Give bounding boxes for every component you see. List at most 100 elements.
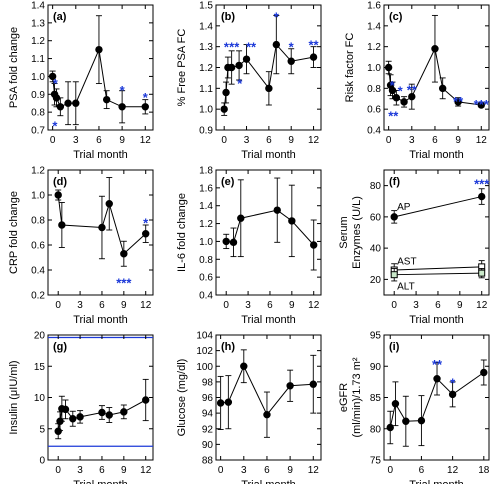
data-point — [235, 61, 243, 70]
x-tick-label: 12 — [447, 465, 459, 476]
data-point — [105, 200, 113, 208]
significance-mark: * — [143, 215, 149, 230]
series-label: ALT — [397, 282, 415, 293]
y-tick-label: 1.0 — [367, 63, 381, 74]
y-tick-label: 15 — [34, 362, 46, 373]
series-alt: ALT — [390, 267, 486, 293]
significance-mark: * — [398, 83, 404, 98]
x-tick-label: 3 — [413, 300, 419, 311]
data-point — [402, 417, 410, 425]
panel-d: 0 3 6 9 12 0.2 0.4 0.6 0.8 1.0 1.2 Trial month CRP f… — [8, 166, 154, 326]
panel-i: 0 6 12 18 75 80 85 90 95 Trial month eGFR(ml/min)/… — [338, 331, 490, 484]
y-tick-label: 0.2 — [31, 291, 45, 302]
panel-label: (a) — [53, 11, 67, 23]
plot-frame — [47, 4, 154, 131]
plot-frame — [47, 169, 154, 296]
data-point — [288, 217, 296, 225]
data-point — [309, 53, 318, 61]
data-point — [454, 98, 462, 106]
y-tick-label: 0.9 — [31, 90, 45, 101]
panel-label: (d) — [53, 176, 67, 188]
series-ap: AP — [390, 188, 486, 224]
y-tick-label: 1.1 — [199, 84, 213, 95]
panel-label: (e) — [221, 176, 235, 188]
data-point — [263, 410, 271, 419]
x-tick-label: 6 — [432, 135, 438, 146]
y-axis-label-line: (ml/min)/1.73 m² — [351, 357, 363, 437]
x-tick-label: 12 — [308, 465, 320, 476]
y-tick-label: 95 — [370, 331, 382, 342]
y-tick-label: 10 — [34, 393, 46, 404]
y-tick-label: 75 — [370, 456, 382, 467]
y-tick-label: 80 — [370, 181, 382, 192]
series-1 — [216, 349, 317, 438]
x-axis-label: Trial month — [73, 149, 128, 161]
y-tick-label: 5 — [39, 424, 45, 435]
y-tick-label: 0.7 — [31, 126, 45, 137]
panel-f: 0 3 6 9 12 20 40 60 80 Trial month SerumEnzymes (U… — [338, 169, 490, 326]
y-tick-label: 1.1 — [31, 54, 45, 65]
y-tick-label: 1.5 — [199, 1, 213, 12]
data-point — [61, 405, 70, 414]
series-label: AST — [397, 257, 416, 268]
data-point — [478, 269, 486, 277]
x-tick-label: 6 — [266, 135, 272, 146]
y-axis-label: IL-6 fold change — [176, 193, 188, 272]
data-point — [384, 63, 393, 72]
series-line — [394, 266, 482, 271]
x-tick-label: 6 — [419, 465, 425, 476]
data-point — [240, 362, 248, 370]
y-tick-label: 1.0 — [31, 191, 45, 202]
panel-h: 0 3 6 9 12 88 90 92 94 96 98 100 102 104 Trial month Gl… — [176, 331, 322, 484]
panel-label: (c) — [389, 11, 403, 23]
significance-mark: * — [274, 9, 280, 24]
series-1 — [384, 14, 485, 110]
panel-label: (b) — [221, 11, 235, 23]
data-point — [229, 238, 238, 247]
data-point — [98, 408, 106, 417]
significance-mark: ** — [308, 38, 319, 53]
data-point — [391, 400, 400, 408]
y-tick-label: 104 — [196, 331, 213, 342]
panel-c: 0 3 6 9 12 0.4 0.6 0.8 1.0 1.2 1.4 1.6 Trial month Ri… — [344, 1, 490, 162]
y-axis-label: eGFR(ml/min)/1.73 m² — [338, 357, 363, 437]
y-tick-label: 1.6 — [199, 183, 213, 194]
y-tick-label: 0.8 — [199, 255, 213, 266]
y-axis-label: Glucose (mg/dl) — [176, 359, 188, 437]
series-line — [394, 196, 482, 218]
x-tick-label: 9 — [288, 135, 294, 146]
y-tick-label: 0 — [39, 456, 45, 467]
data-point — [265, 84, 273, 93]
data-point — [448, 390, 457, 399]
y-tick-label: 90 — [370, 362, 382, 373]
data-point — [309, 380, 317, 388]
significance-mark: * — [53, 76, 59, 91]
x-tick-label: 3 — [77, 465, 83, 476]
y-tick-label: 1.2 — [199, 219, 213, 230]
series-line — [223, 43, 314, 110]
x-tick-label: 3 — [77, 300, 83, 311]
data-point — [431, 45, 439, 53]
y-tick-label: 94 — [202, 409, 214, 420]
x-axis-label: Trial month — [409, 314, 464, 326]
data-point — [478, 192, 486, 201]
panel-label: (f) — [389, 176, 400, 188]
y-tick-label: 1.4 — [367, 21, 381, 32]
data-point — [102, 95, 111, 104]
y-tick-label: 0.6 — [367, 105, 381, 116]
data-point — [142, 396, 150, 404]
significance-mark: * — [143, 90, 149, 105]
series-label: AP — [397, 202, 411, 213]
y-axis-label-line: Enzymes (U/L) — [351, 196, 363, 269]
x-tick-label: 6 — [96, 135, 102, 146]
data-point — [477, 101, 485, 109]
y-tick-label: 0.6 — [199, 273, 213, 284]
y-tick-label: 0.8 — [367, 84, 381, 95]
data-point — [417, 416, 426, 425]
x-tick-label: 12 — [308, 300, 320, 311]
significance-mark: ** — [388, 108, 399, 123]
x-axis-label: Trial month — [73, 314, 128, 326]
x-tick-label: 9 — [455, 135, 461, 146]
series-1 — [48, 15, 149, 126]
x-tick-label: 12 — [308, 135, 320, 146]
